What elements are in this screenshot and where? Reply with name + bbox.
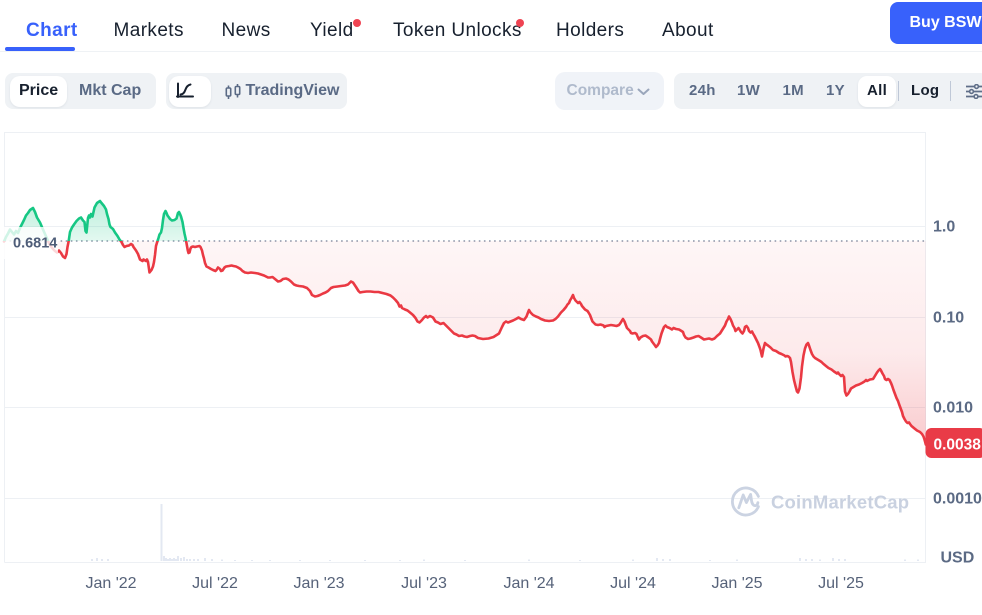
svg-text:Jul '22: Jul '22: [192, 575, 238, 592]
svg-text:Jan '24: Jan '24: [503, 575, 554, 592]
svg-text:CoinMarketCap: CoinMarketCap: [771, 492, 909, 513]
svg-text:Jul '23: Jul '23: [401, 575, 447, 592]
svg-text:Jan '23: Jan '23: [293, 575, 344, 592]
svg-text:Jul '24: Jul '24: [610, 575, 656, 592]
svg-text:0.0038: 0.0038: [934, 437, 982, 454]
svg-text:0.0010: 0.0010: [933, 491, 982, 508]
svg-text:Jan '22: Jan '22: [85, 575, 136, 592]
svg-text:0.010: 0.010: [933, 400, 973, 417]
svg-text:0.6814: 0.6814: [13, 236, 57, 252]
svg-text:1.0: 1.0: [933, 219, 955, 236]
svg-text:Jul '25: Jul '25: [818, 575, 864, 592]
svg-text:Jan '25: Jan '25: [711, 575, 762, 592]
svg-text:0.10: 0.10: [933, 310, 964, 327]
svg-text:USD: USD: [941, 550, 975, 567]
